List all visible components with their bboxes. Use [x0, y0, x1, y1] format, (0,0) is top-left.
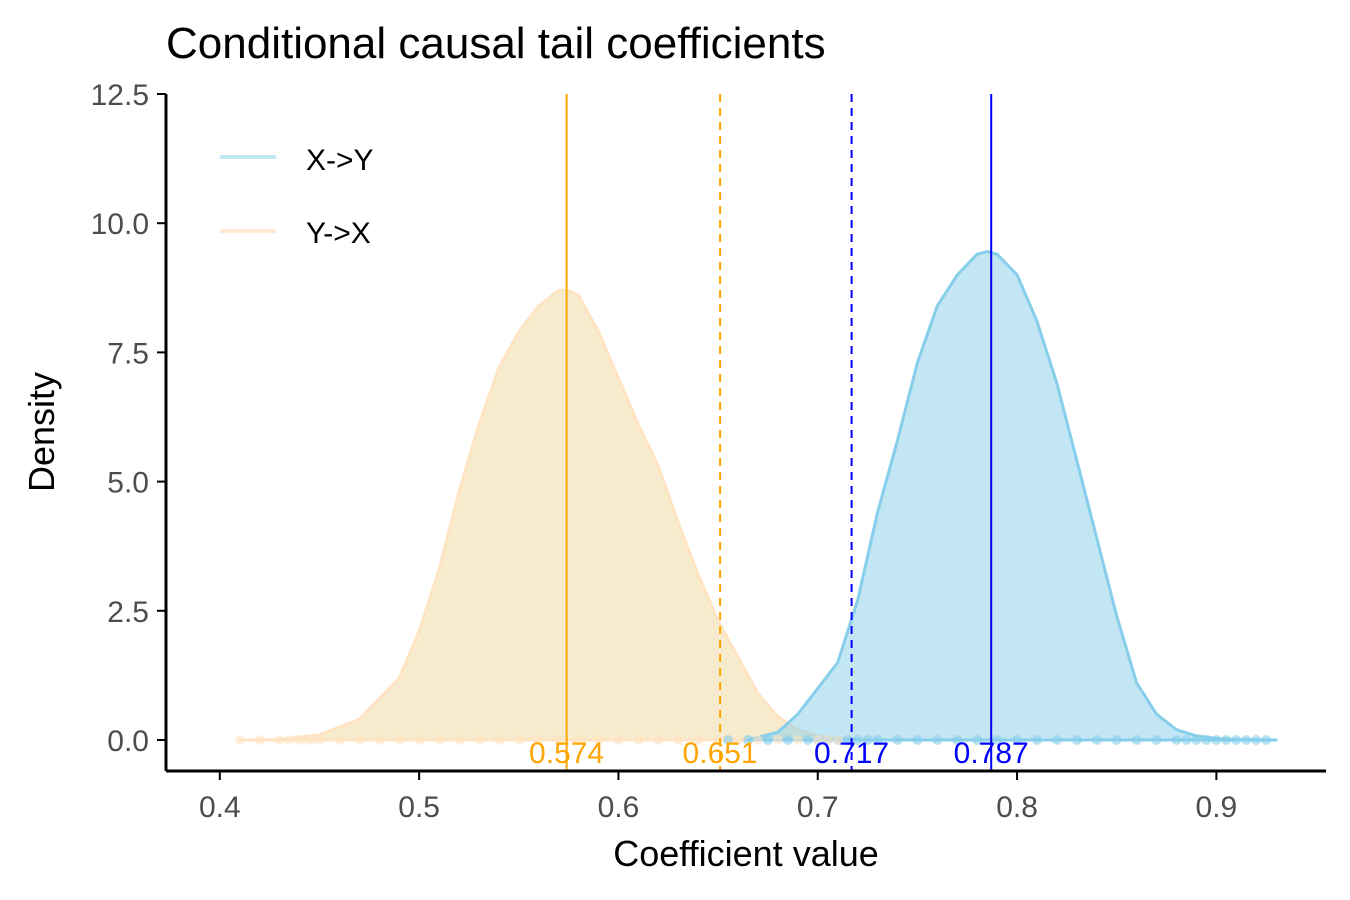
reference-lines — [565, 94, 993, 771]
rug-point-y-to-x — [254, 735, 265, 745]
rug-point-x-to-y — [1131, 735, 1142, 745]
rug-point-y-to-x — [832, 735, 843, 745]
reference-line-label: 0.574 — [529, 737, 604, 770]
rug-point-y-to-x — [374, 735, 385, 745]
x-tick-label: 0.9 — [1196, 791, 1238, 824]
y-tick-label: 12.5 — [91, 79, 149, 112]
rug-point-x-to-y — [1151, 735, 1162, 745]
rug-point-y-to-x — [533, 735, 544, 745]
rug-point-y-to-x — [812, 735, 823, 745]
legend: X->Y Y->X — [220, 144, 374, 250]
rug-point-y-to-x — [753, 735, 763, 745]
rug-point-x-to-y — [862, 735, 873, 745]
rug-point-x-to-y — [1221, 735, 1232, 745]
density-area-x-to-y — [746, 250, 1278, 742]
y-tick-label: 10.0 — [91, 208, 149, 241]
rug-point-y-to-x — [593, 735, 604, 745]
rug-point-y-to-x — [414, 735, 425, 745]
rug-point-x-to-y — [723, 735, 734, 745]
rug-point-y-to-x — [314, 735, 325, 745]
rug-point-y-to-x — [693, 735, 704, 745]
rug-point-x-to-y — [972, 735, 983, 745]
y-axis-ticks: 0.0 2.5 5.0 7.5 10.0 12.5 — [91, 79, 166, 758]
y-tick-label: 5.0 — [107, 467, 149, 500]
reference-line-label: 0.717 — [814, 737, 889, 770]
x-tick-label: 0.4 — [199, 791, 241, 824]
rug-point-x-to-y — [892, 735, 903, 745]
rug-point-y-to-x — [513, 735, 524, 745]
legend-label-y-to-x: Y->X — [306, 217, 371, 250]
rug-point-y-to-x — [394, 735, 405, 745]
rug-point-x-to-y — [1051, 735, 1062, 745]
rug-point-y-to-x — [573, 735, 584, 745]
y-tick-label: 2.5 — [107, 596, 149, 629]
rug-point-y-to-x — [454, 735, 464, 745]
rug-marks — [234, 735, 1272, 745]
rug-point-y-to-x — [733, 735, 743, 745]
reference-line-label: 0.787 — [954, 737, 1029, 770]
rug-point-x-to-y — [1261, 735, 1272, 745]
rug-point-x-to-y — [842, 735, 853, 745]
rug-point-x-to-y — [1251, 735, 1262, 745]
rug-point-x-to-y — [802, 735, 813, 745]
rug-point-y-to-x — [354, 735, 365, 745]
rug-point-y-to-x — [234, 735, 245, 745]
rug-point-x-to-y — [1071, 735, 1082, 745]
rug-point-x-to-y — [1201, 735, 1212, 745]
y-axis-title: Density — [21, 372, 62, 492]
rug-point-y-to-x — [553, 735, 564, 745]
rug-point-x-to-y — [872, 735, 883, 745]
rug-point-x-to-y — [952, 735, 963, 745]
rug-point-x-to-y — [743, 735, 753, 745]
density-areas — [238, 250, 1278, 742]
rug-point-x-to-y — [1032, 735, 1042, 745]
rug-point-x-to-y — [1091, 735, 1102, 745]
reference-line-label: 0.651 — [683, 737, 758, 770]
plot-area: 0.574 0.651 0.717 0.787 — [234, 94, 1278, 771]
rug-point-y-to-x — [822, 735, 833, 745]
rug-point-x-to-y — [1231, 735, 1242, 745]
rug-point-x-to-y — [762, 735, 773, 745]
rug-point-x-to-y — [782, 735, 793, 745]
rug-point-y-to-x — [772, 735, 783, 745]
x-tick-label: 0.7 — [797, 791, 839, 824]
rug-point-y-to-x — [633, 735, 644, 745]
rug-point-y-to-x — [274, 735, 285, 745]
chart-title: Conditional causal tail coefficients — [166, 19, 826, 68]
rug-point-x-to-y — [932, 735, 943, 745]
rug-point-x-to-y — [1211, 735, 1222, 745]
y-tick-label: 7.5 — [107, 337, 149, 370]
rug-point-y-to-x — [613, 735, 624, 745]
rug-point-y-to-x — [304, 735, 315, 745]
reference-line-labels: 0.574 0.651 0.717 0.787 — [529, 737, 1029, 770]
rug-point-y-to-x — [284, 735, 295, 745]
x-axis-ticks: 0.4 0.5 0.6 0.7 0.8 0.9 — [199, 771, 1237, 824]
rug-point-y-to-x — [294, 735, 305, 745]
x-tick-label: 0.6 — [598, 791, 640, 824]
rug-point-x-to-y — [1191, 735, 1202, 745]
x-axis-title: Coefficient value — [613, 833, 879, 874]
rug-point-y-to-x — [673, 735, 684, 745]
x-tick-label: 0.5 — [398, 791, 440, 824]
rug-point-x-to-y — [912, 735, 923, 745]
rug-point-y-to-x — [792, 735, 803, 745]
rug-point-x-to-y — [1241, 735, 1252, 745]
rug-point-y-to-x — [493, 735, 504, 745]
density-area-y-to-x — [238, 288, 879, 742]
legend-label-x-to-y: X->Y — [306, 144, 374, 177]
y-tick-label: 0.0 — [107, 725, 149, 758]
rug-point-y-to-x — [653, 735, 664, 745]
rug-point-y-to-x — [434, 735, 445, 745]
rug-point-x-to-y — [1012, 735, 1023, 745]
rug-point-x-to-y — [992, 735, 1003, 745]
rug-point-y-to-x — [473, 735, 484, 745]
rug-point-x-to-y — [852, 735, 863, 745]
rug-point-x-to-y — [1181, 735, 1192, 745]
x-tick-label: 0.8 — [996, 791, 1038, 824]
rug-point-x-to-y — [1111, 735, 1122, 745]
rug-point-x-to-y — [1171, 735, 1182, 745]
rug-point-y-to-x — [334, 735, 345, 745]
